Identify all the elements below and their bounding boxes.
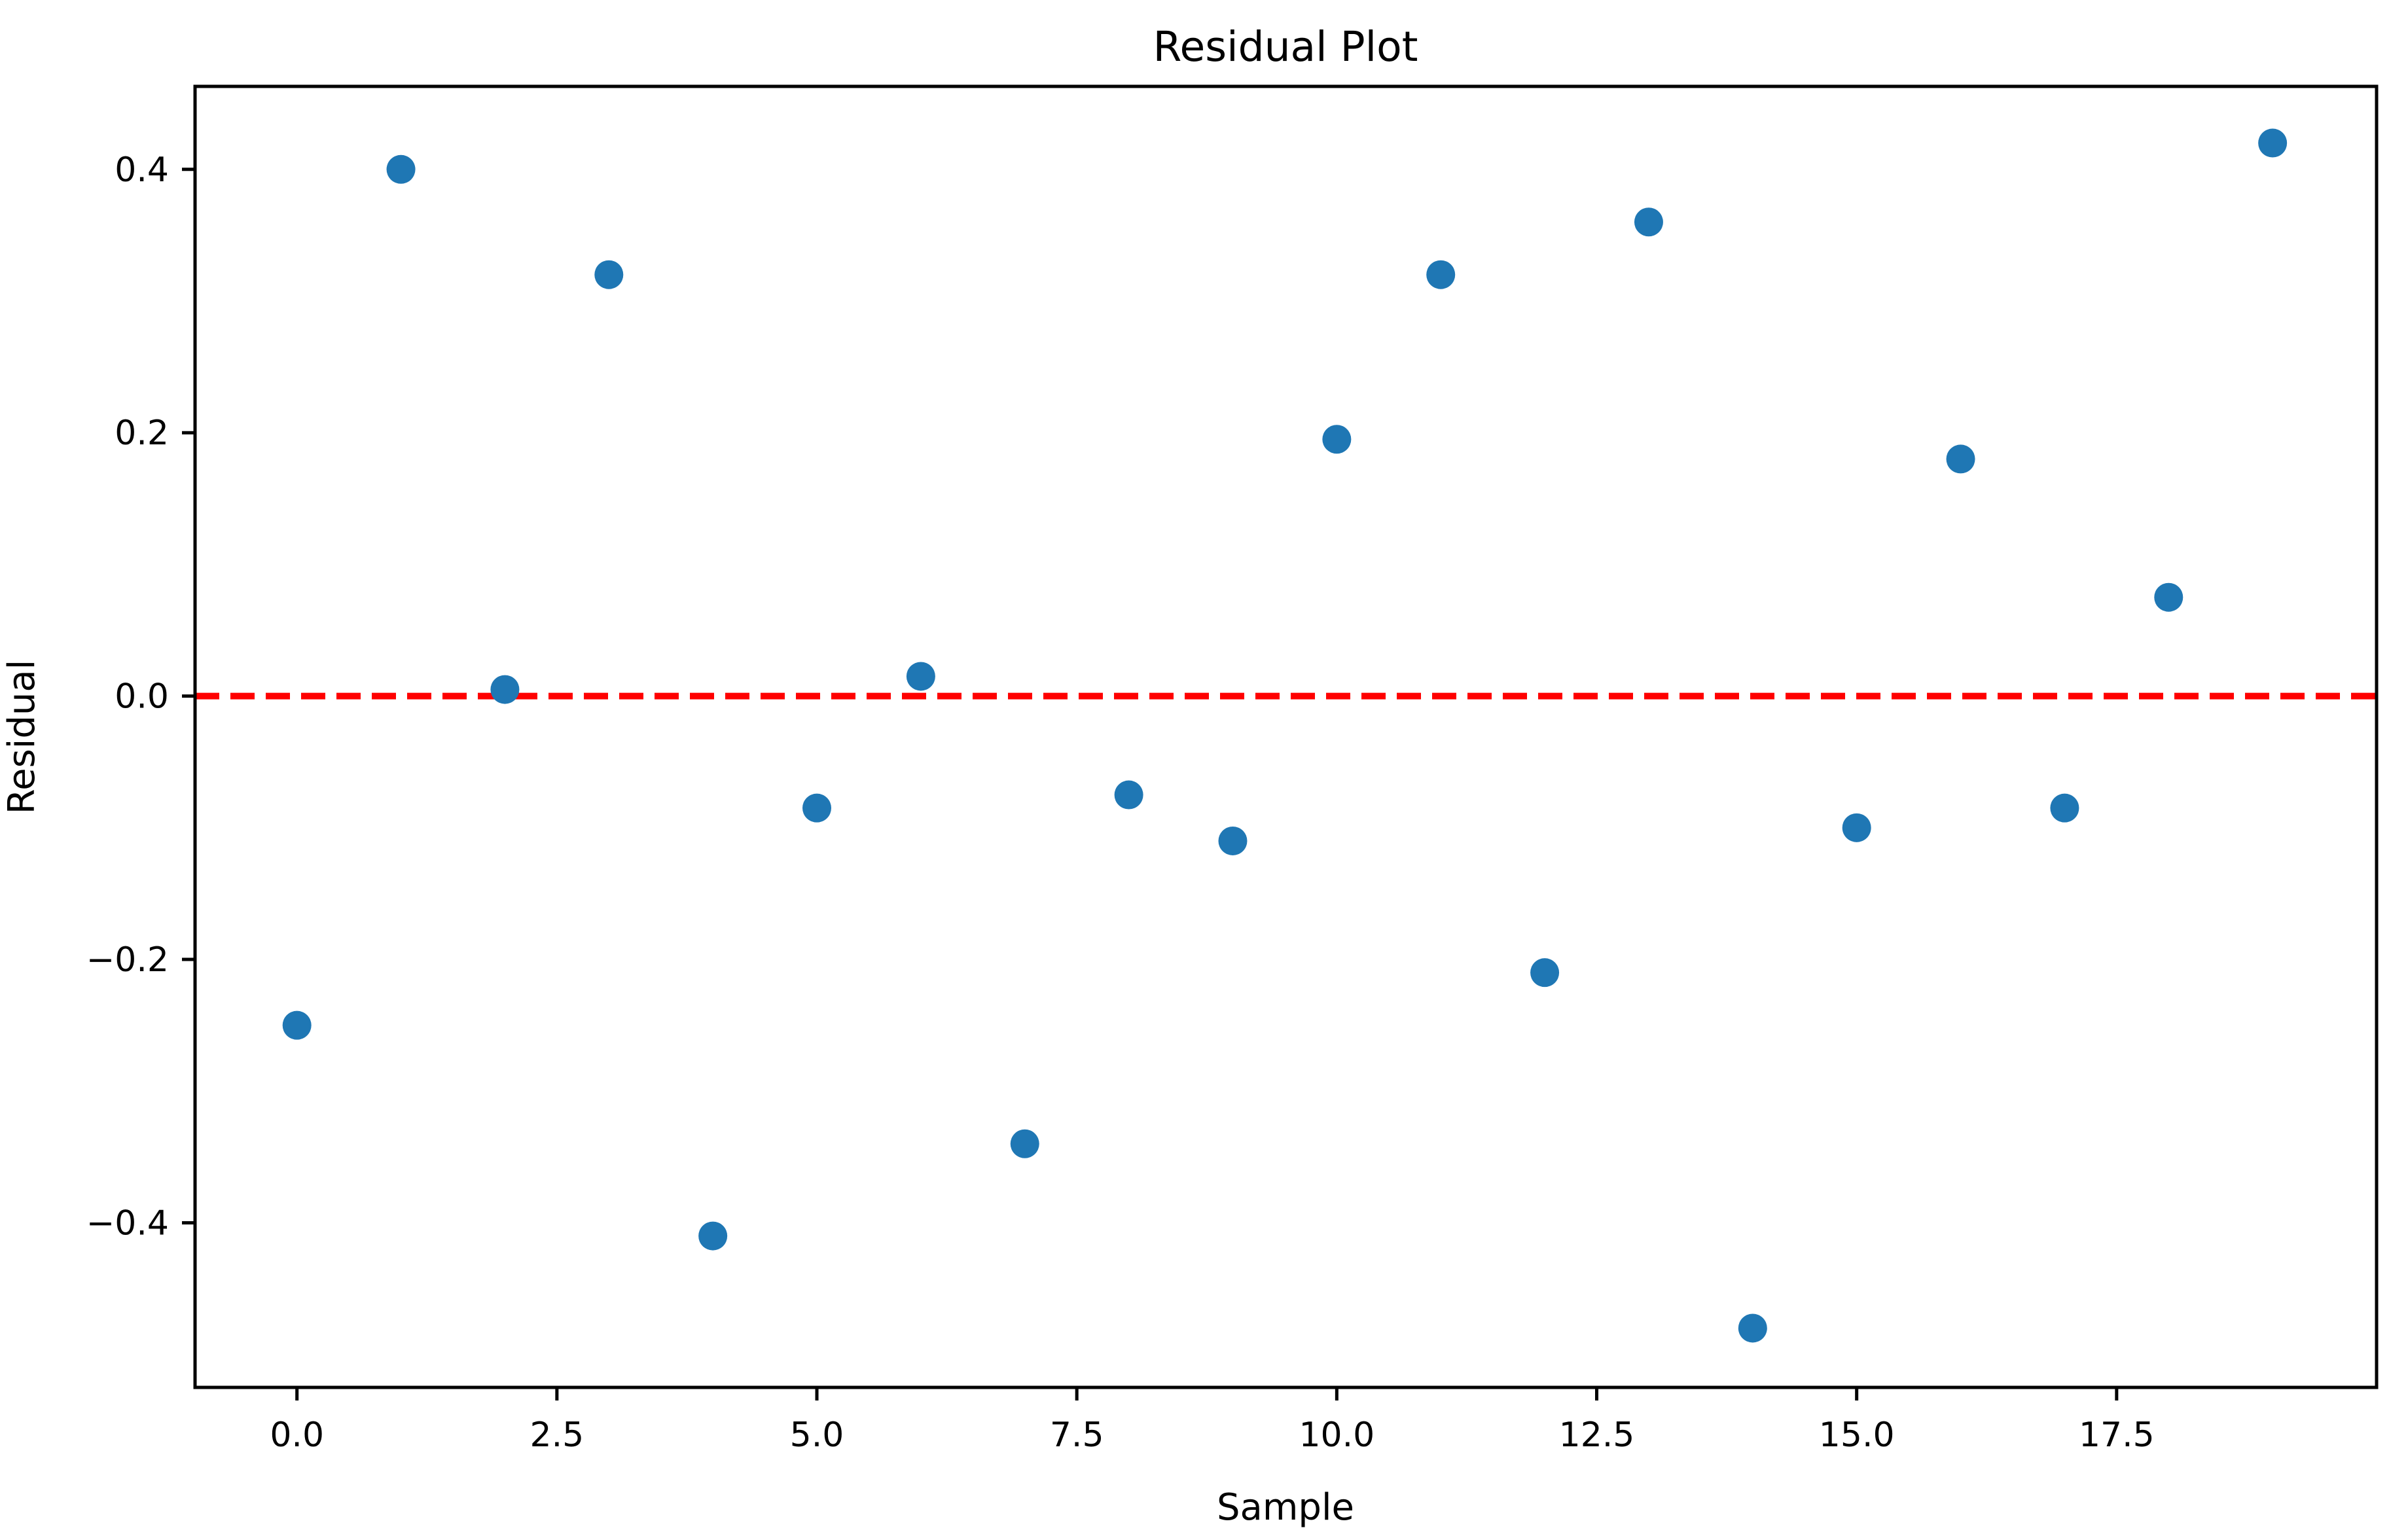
data-point — [1738, 1313, 1767, 1343]
data-point — [698, 1221, 728, 1251]
data-point — [802, 793, 832, 823]
data-point — [1010, 1129, 1039, 1158]
y-tick-label: 0.2 — [115, 414, 169, 453]
data-point — [594, 260, 624, 289]
data-point — [906, 662, 935, 691]
data-point — [2154, 582, 2183, 612]
plot-area: 0.0 2.5 5.0 7.5 10.0 12.5 15.0 17.5 0.4 0.2 0.0 −0.… — [86, 84, 2379, 1455]
x-tick-label: 17.5 — [2079, 1416, 2155, 1455]
y-tick-label: −0.2 — [86, 940, 169, 980]
data-point — [282, 1010, 312, 1040]
x-tick-label: 0.0 — [270, 1416, 324, 1455]
data-point — [1114, 780, 1143, 810]
y-tick-label: 0.4 — [115, 151, 169, 190]
y-tick-label: −0.4 — [86, 1204, 169, 1243]
x-tick-label: 2.5 — [530, 1416, 584, 1455]
x-axis-label: Sample — [1217, 1486, 1354, 1529]
x-tick-label: 5.0 — [790, 1416, 844, 1455]
data-point — [2258, 128, 2288, 158]
x-tick-label: 12.5 — [1559, 1416, 1635, 1455]
data-point — [386, 154, 416, 184]
axes-spines — [193, 84, 2379, 1389]
data-point — [490, 675, 520, 704]
y-axis-label: Residual — [1, 660, 43, 815]
x-tick-label: 10.0 — [1299, 1416, 1375, 1455]
y-tick-label: 0.0 — [115, 677, 169, 717]
x-tick-label: 15.0 — [1819, 1416, 1895, 1455]
data-point — [1946, 444, 1975, 474]
data-point — [1530, 958, 1560, 988]
data-point — [1322, 425, 1352, 454]
data-point — [1634, 207, 1663, 237]
data-point — [1842, 813, 1871, 842]
data-point — [1426, 260, 1456, 289]
x-tick-label: 7.5 — [1050, 1416, 1104, 1455]
data-point — [1218, 826, 1248, 855]
data-point — [2050, 793, 2079, 823]
chart-title: Residual Plot — [1153, 23, 1418, 71]
